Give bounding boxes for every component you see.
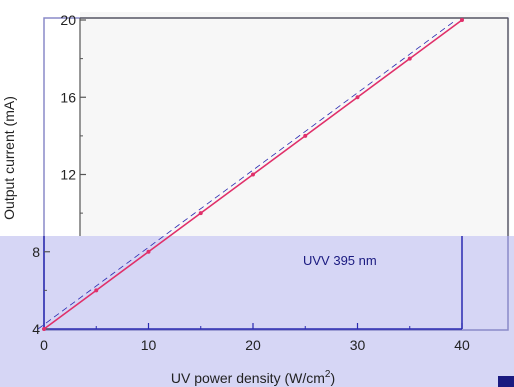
x-axis-label-main: UV power density (W/cm: [171, 370, 325, 386]
series-layer: [37, 18, 464, 331]
y-tick-label-3: 16: [60, 89, 76, 105]
x-tick-label-4: 40: [454, 337, 470, 353]
data-point-0-2: [146, 249, 151, 254]
series-line-shadow-0: [37, 19, 457, 330]
x-tick-label-2: 20: [245, 337, 261, 353]
x-tick-label-0: 0: [40, 337, 48, 353]
x-axis: 0 10 20 30 40: [40, 236, 470, 353]
data-point-0-7: [407, 56, 412, 61]
y-tick-label-0: 4: [32, 321, 40, 337]
x-axis-label-end: ): [330, 370, 335, 386]
x-axis-label-sup: 2: [325, 369, 331, 380]
data-point-0-3: [198, 211, 203, 216]
y-tick-label-2: 12: [60, 167, 76, 183]
y-tick-label-4: 20: [60, 12, 76, 28]
x-tick-label-3: 30: [350, 337, 366, 353]
y-axis: 4 8 12 16 20: [32, 12, 86, 337]
data-point-0-1: [94, 288, 99, 293]
data-point-0-6: [355, 95, 360, 100]
x-tick-label-1: 10: [141, 337, 157, 353]
corner-marker: [498, 376, 514, 387]
y-tick-label-1: 8: [32, 244, 40, 260]
data-point-0-8: [460, 18, 464, 22]
upper-panel: [80, 12, 510, 237]
data-point-0-0: [42, 327, 46, 331]
annotation-label: UVV 395 nm: [303, 253, 377, 268]
y-axis-label: Output current (mA): [1, 96, 17, 220]
data-point-0-4: [251, 172, 255, 177]
lower-panel: [0, 236, 514, 387]
data-point-0-5: [303, 133, 308, 138]
x-axis-label: UV power density (W/cm2): [171, 369, 335, 386]
